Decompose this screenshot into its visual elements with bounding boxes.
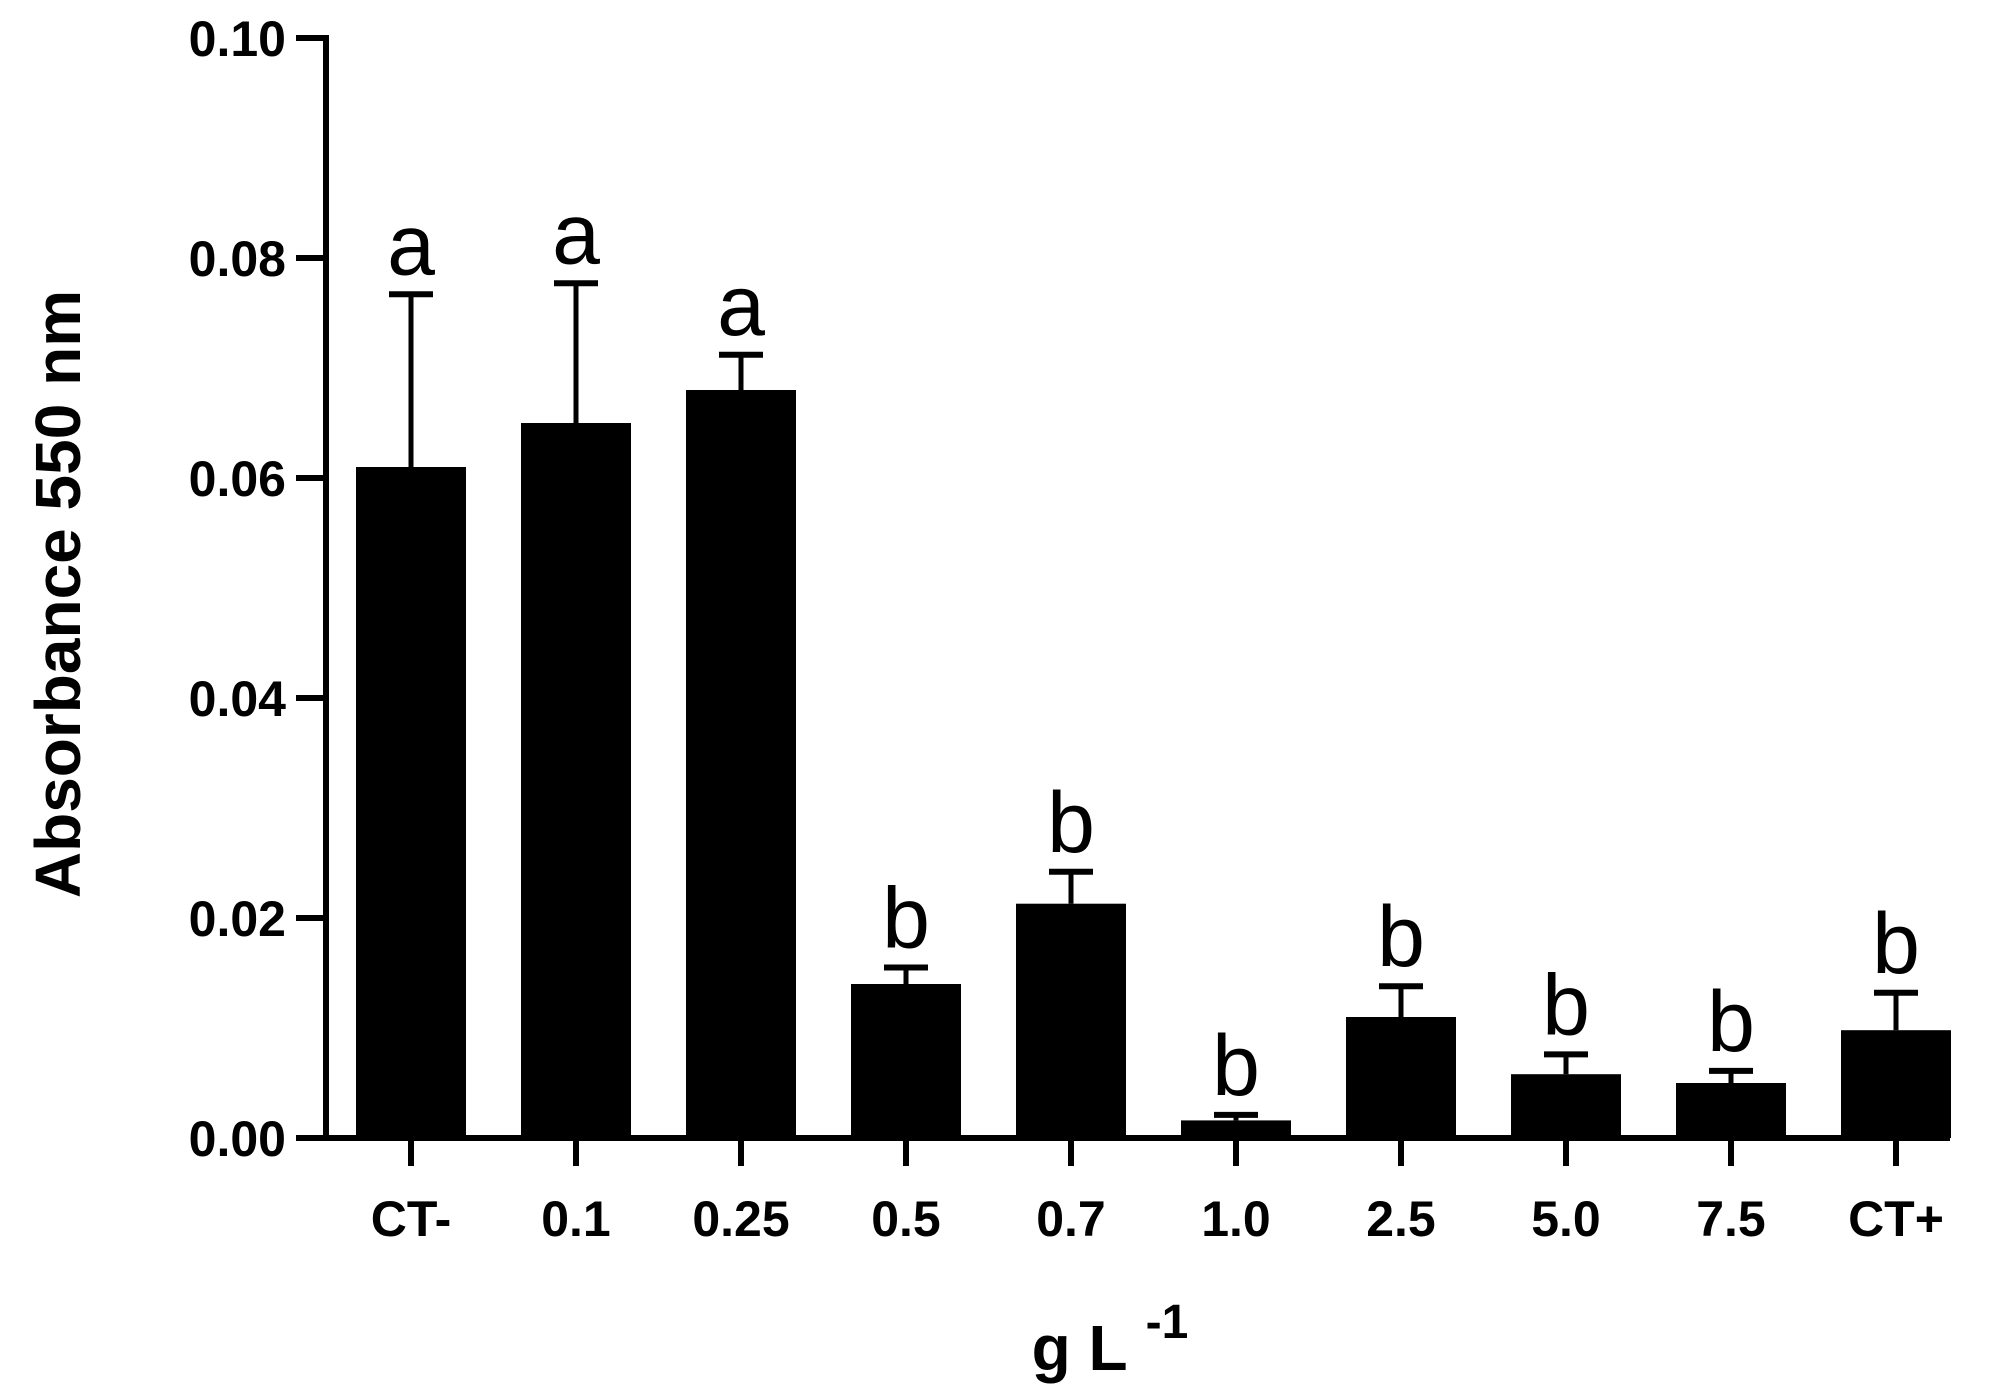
y-tick-label-5: 0.10 <box>189 11 286 67</box>
significance-letter-4: b <box>1047 775 1095 871</box>
significance-letter-1: a <box>552 186 600 282</box>
y-tick-label-3: 0.06 <box>189 451 286 507</box>
significance-letter-7: b <box>1542 957 1590 1053</box>
x-axis-title-exponent: -1 <box>1146 1296 1189 1349</box>
bar-1 <box>521 423 631 1138</box>
x-tick-label-0: CT- <box>371 1191 452 1247</box>
bar-5 <box>1181 1120 1291 1138</box>
x-tick-label-8: 7.5 <box>1696 1191 1766 1247</box>
y-tick-label-2: 0.04 <box>189 671 287 727</box>
x-tick-label-7: 5.0 <box>1531 1191 1601 1247</box>
bar-0 <box>356 467 466 1138</box>
significance-letter-3: b <box>882 871 930 967</box>
significance-letter-2: a <box>717 258 765 354</box>
x-tick-label-5: 1.0 <box>1201 1191 1271 1247</box>
bar-8 <box>1676 1083 1786 1138</box>
x-axis-title-unit: g L <box>1032 1312 1128 1384</box>
significance-letter-6: b <box>1377 889 1425 985</box>
y-tick-label-4: 0.08 <box>189 231 286 287</box>
bar-3 <box>851 984 961 1138</box>
significance-letter-8: b <box>1707 974 1755 1070</box>
x-tick-label-1: 0.1 <box>541 1191 611 1247</box>
bar-6 <box>1346 1017 1456 1138</box>
x-tick-label-6: 2.5 <box>1366 1191 1436 1247</box>
significance-letter-5: b <box>1212 1018 1260 1114</box>
significance-letter-0: a <box>387 197 435 293</box>
x-tick-label-4: 0.7 <box>1036 1191 1106 1247</box>
significance-letter-9: b <box>1872 896 1920 992</box>
bar-4 <box>1016 903 1126 1138</box>
x-tick-label-2: 0.25 <box>692 1191 789 1247</box>
x-tick-label-3: 0.5 <box>871 1191 941 1247</box>
bar-9 <box>1841 1030 1951 1138</box>
bar-2 <box>686 390 796 1138</box>
bar-7 <box>1511 1074 1621 1138</box>
y-tick-label-1: 0.02 <box>189 891 286 947</box>
y-axis-title: Absorbance 550 nm <box>22 290 94 898</box>
x-tick-label-9: CT+ <box>1848 1191 1944 1247</box>
x-axis-title: g L -1 <box>1032 1296 1189 1384</box>
y-tick-label-0: 0.00 <box>189 1111 286 1167</box>
